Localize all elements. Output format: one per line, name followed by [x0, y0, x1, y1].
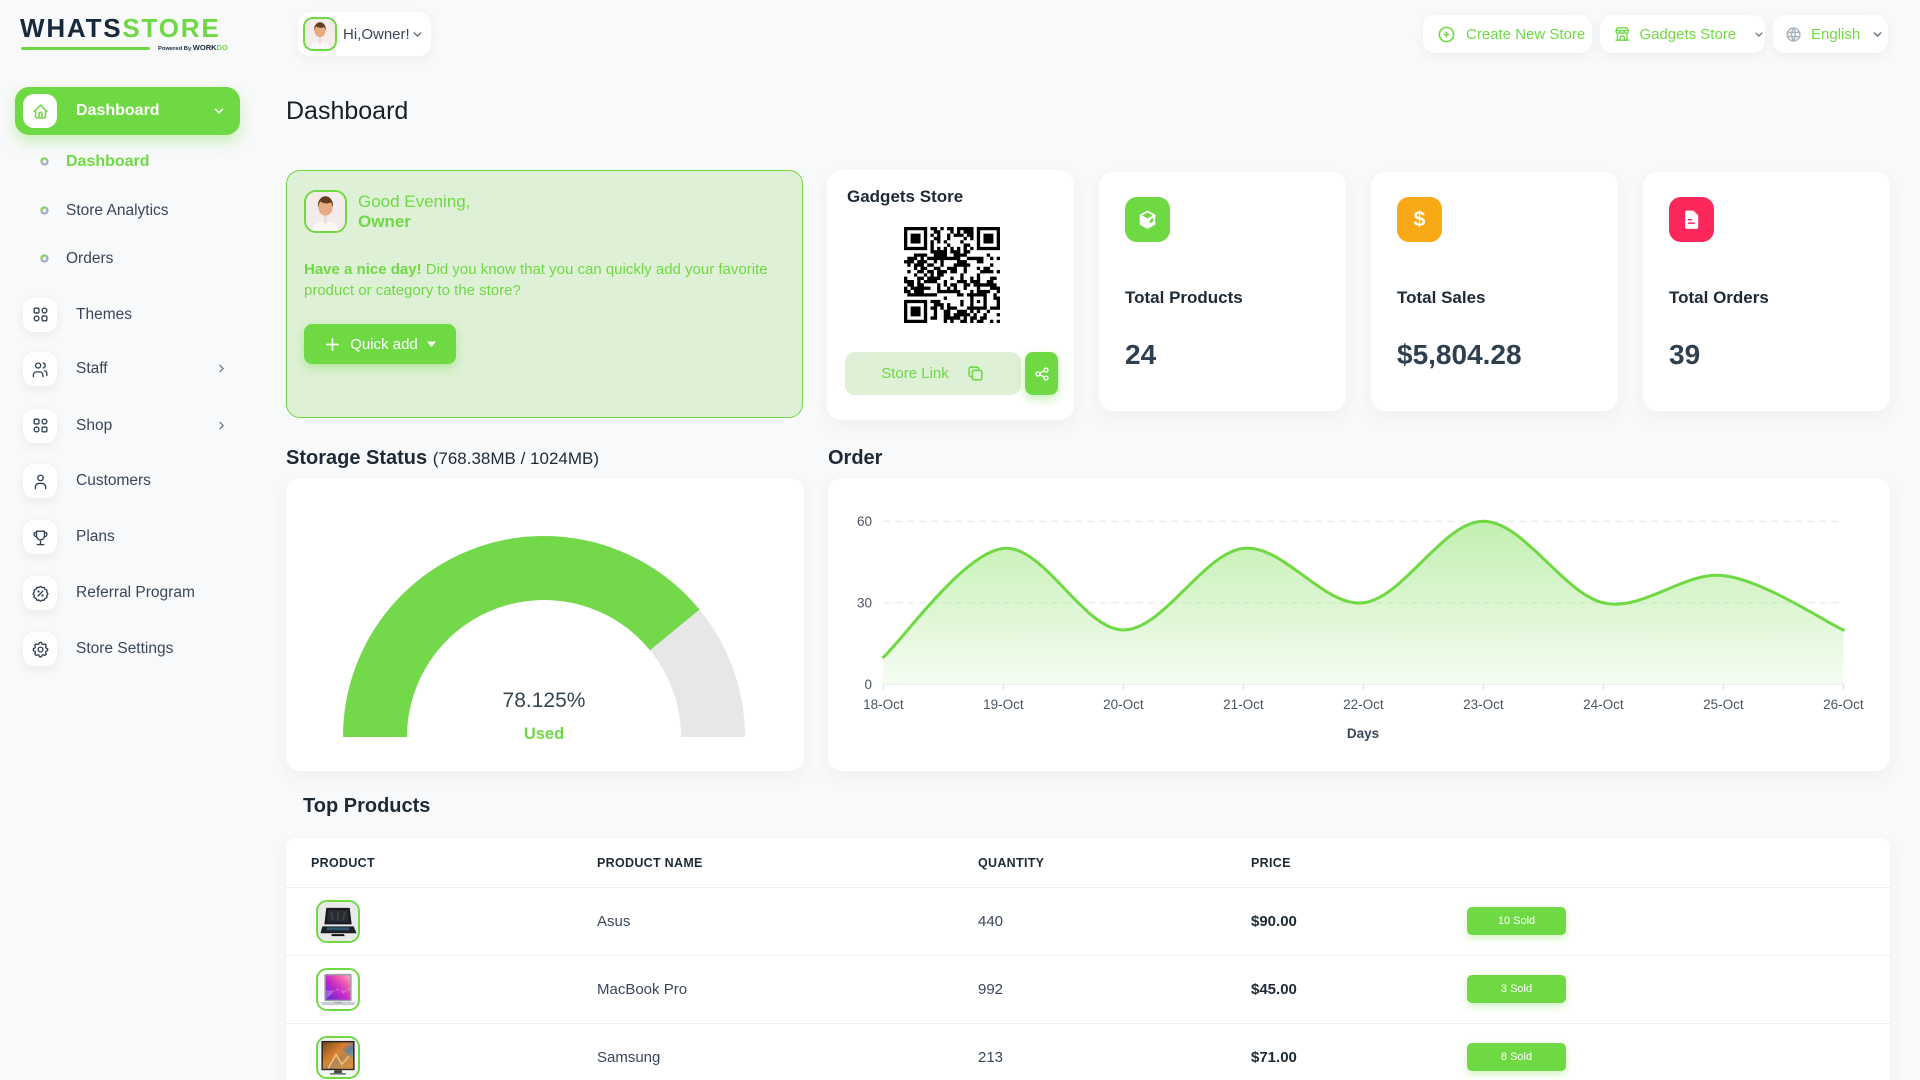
- svg-text:24-Oct: 24-Oct: [1583, 697, 1624, 712]
- svg-text:22-Oct: 22-Oct: [1343, 697, 1384, 712]
- svg-text:0: 0: [864, 677, 872, 692]
- svg-text:Used: Used: [524, 725, 564, 743]
- svg-text:21-Oct: 21-Oct: [1223, 697, 1264, 712]
- svg-text:78.125%: 78.125%: [503, 689, 586, 712]
- svg-text:20-Oct: 20-Oct: [1103, 697, 1144, 712]
- svg-text:Days: Days: [1347, 726, 1379, 741]
- svg-text:23-Oct: 23-Oct: [1463, 697, 1504, 712]
- svg-text:30: 30: [857, 596, 872, 611]
- svg-text:18-Oct: 18-Oct: [863, 697, 904, 712]
- svg-text:19-Oct: 19-Oct: [983, 697, 1024, 712]
- svg-text:60: 60: [857, 514, 872, 529]
- svg-text:26-Oct: 26-Oct: [1823, 697, 1864, 712]
- svg-text:25-Oct: 25-Oct: [1703, 697, 1744, 712]
